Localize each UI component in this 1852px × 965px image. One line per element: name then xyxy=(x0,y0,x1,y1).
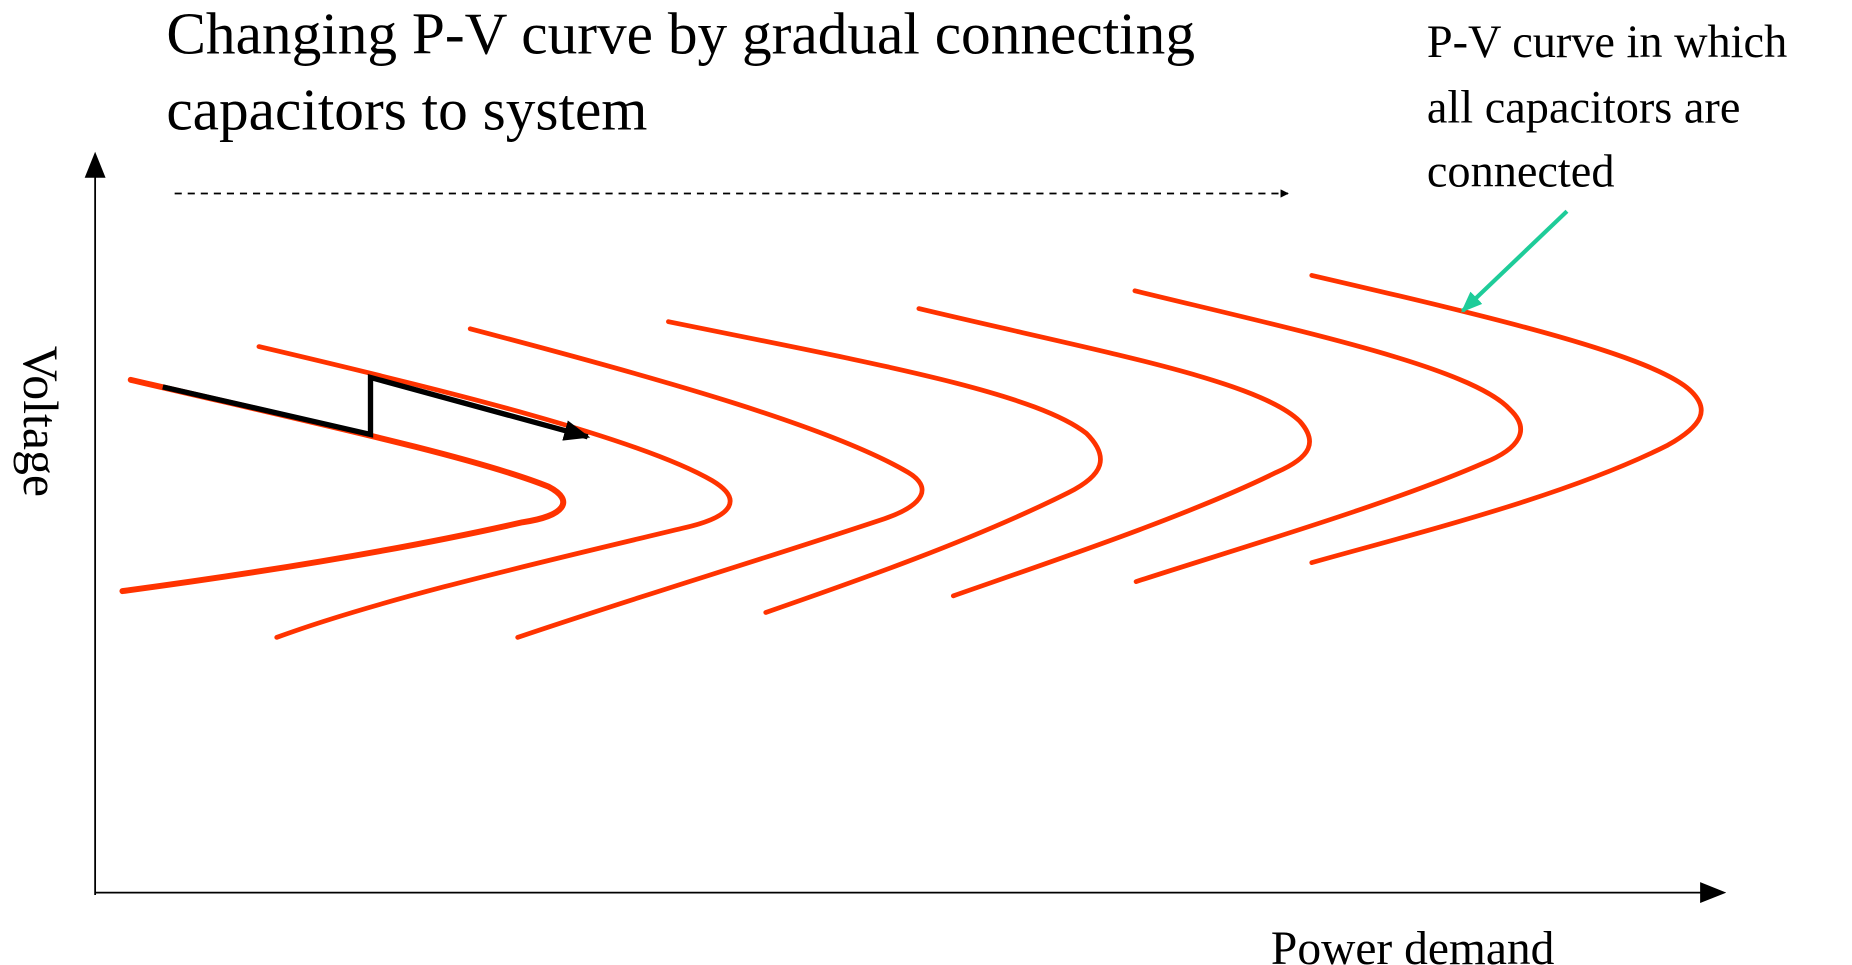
operating-path-arrow xyxy=(162,373,591,441)
pv-curve xyxy=(1132,288,1523,584)
pv-curve xyxy=(467,326,925,640)
annotation-line: connected xyxy=(1427,146,1615,197)
annotation-line: all capacitors are xyxy=(1427,82,1740,133)
y-axis-label: Voltage xyxy=(13,346,68,497)
x-axis-label: Power demand xyxy=(1271,923,1555,965)
pv-curve xyxy=(256,344,733,640)
annotation-arrow xyxy=(1460,209,1569,313)
title-line: capacitors to system xyxy=(166,76,647,142)
pv-curve xyxy=(666,319,1103,615)
title-line: Changing P-V curve by gradual connecting xyxy=(166,0,1195,66)
pv-curves xyxy=(119,273,1704,640)
pv-curve xyxy=(1309,273,1704,565)
pv-curve xyxy=(916,306,1312,599)
annotation-line: P-V curve in which xyxy=(1427,17,1787,68)
